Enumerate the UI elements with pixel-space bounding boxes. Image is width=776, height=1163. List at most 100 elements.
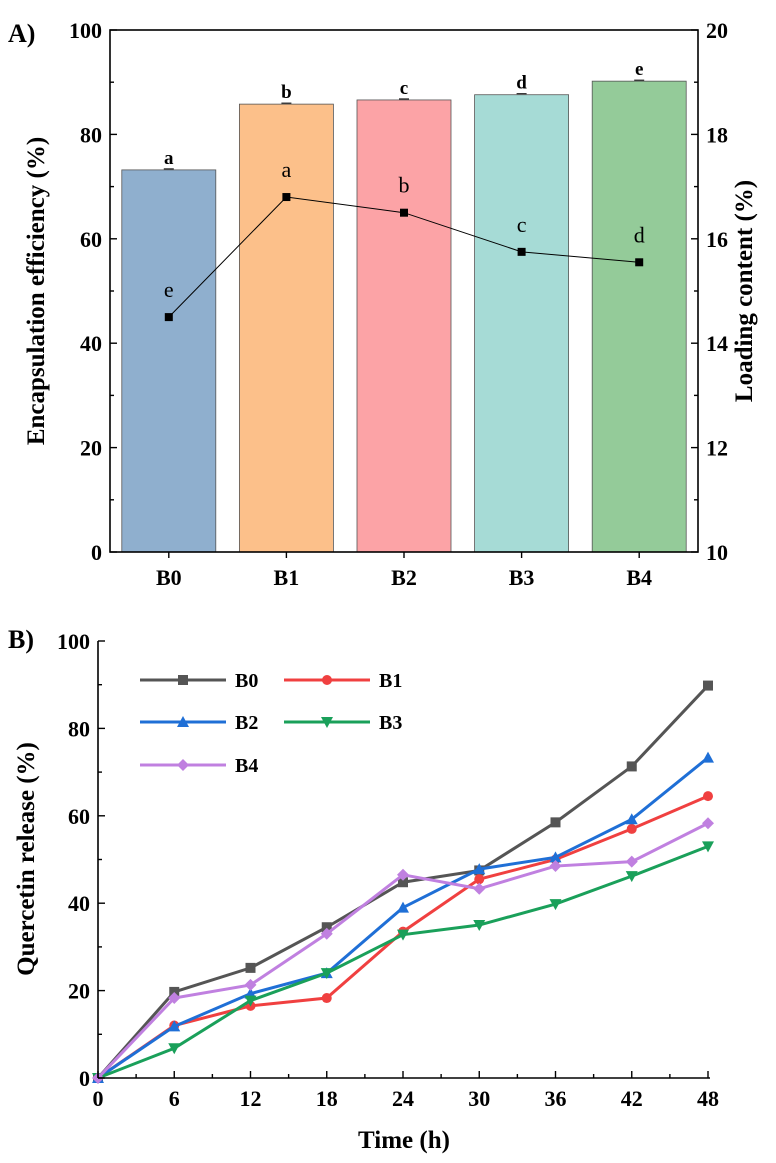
loading-letter-b0: e — [164, 277, 174, 302]
loading-letters-group: e a b c d — [164, 157, 645, 302]
series-b2 — [92, 751, 714, 1083]
point-b2-24 — [397, 901, 409, 913]
panel-a-right-axis-title: Loading content (%) — [731, 180, 758, 402]
panel-a-left-axis: 0 20 40 60 80 100 — [69, 18, 117, 565]
panel-a-label: A) — [8, 19, 35, 48]
legend-item-b3: B3 — [284, 712, 402, 734]
left-tick-label: 100 — [69, 18, 102, 43]
legend-label-b0: B0 — [235, 670, 258, 692]
right-tick-label: 16 — [706, 227, 728, 252]
point-b4-12 — [244, 978, 257, 991]
x-tick-label: 24 — [392, 1086, 414, 1111]
legend-marker-b3 — [321, 717, 333, 728]
bar-letter-b3: d — [516, 73, 527, 94]
bar-letter-b2: c — [400, 78, 408, 99]
point-b4-30 — [473, 882, 486, 895]
loading-point-b3 — [517, 247, 526, 256]
x-category-label-b0: B0 — [156, 565, 182, 590]
panel-b-x-axis: 0 6 12 18 24 30 36 42 48 — [93, 1071, 719, 1111]
legend-label-b4: B4 — [235, 755, 258, 777]
release-series-group — [92, 680, 714, 1084]
panel-b-x-axis-title: Time (h) — [358, 1127, 450, 1154]
panel-b-label: B) — [8, 625, 34, 654]
x-tick-label: 18 — [316, 1086, 338, 1111]
right-tick-label: 10 — [706, 540, 728, 565]
bar-b2 — [356, 99, 452, 553]
left-tick-label: 0 — [91, 540, 102, 565]
loading-letter-b4: d — [634, 222, 645, 247]
loading-letter-b1: a — [282, 157, 292, 182]
bar-letter-b0: a — [164, 148, 174, 169]
point-b2-42 — [625, 813, 638, 825]
point-b0-12 — [245, 962, 256, 973]
point-b4-36 — [549, 860, 562, 873]
point-b3-24 — [397, 929, 409, 941]
x-category-label-b2: B2 — [391, 565, 417, 590]
x-tick-label: 42 — [621, 1086, 643, 1111]
point-b1-48 — [703, 791, 713, 802]
point-b1-30 — [474, 874, 485, 885]
x-category-label-b3: B3 — [509, 565, 535, 590]
point-b1-18 — [321, 993, 332, 1004]
bar-b3 — [474, 94, 570, 553]
legend-item-b4: B4 — [140, 755, 258, 777]
x-tick-label: 30 — [468, 1086, 490, 1111]
legend-marker-b4 — [177, 759, 189, 771]
left-tick-label: 60 — [80, 227, 102, 252]
left-tick-label: 80 — [80, 122, 102, 147]
bars-group — [121, 79, 687, 553]
point-b0-6 — [169, 986, 180, 997]
legend: B0 B1 B2 B3 B4 — [140, 670, 402, 777]
right-tick-label: 18 — [706, 122, 728, 147]
legend-label-b1: B1 — [379, 670, 402, 692]
left-tick-label: 40 — [80, 331, 102, 356]
y-tick-label: 80 — [68, 716, 90, 741]
point-b4-18 — [320, 927, 333, 940]
panel-b-y-axis: 0 20 40 60 80 100 — [57, 629, 105, 1091]
panel-a-encapsulation-chart: A) a b c d e e a b c d 0 20 40 60 80 100 10 12 14 16 18 20… — [8, 18, 758, 590]
panel-b-y-axis-title: Quercetin release (%) — [13, 742, 40, 976]
point-b2-48 — [702, 751, 714, 763]
legend-marker-b2 — [177, 716, 189, 727]
bar-b4 — [591, 80, 687, 553]
panel-a-right-axis: 10 12 14 16 18 20 — [691, 18, 728, 565]
x-tick-label: 12 — [240, 1086, 262, 1111]
x-tick-label: 6 — [169, 1086, 180, 1111]
point-b3-6 — [168, 1043, 181, 1055]
loading-point-b0 — [164, 313, 173, 322]
y-tick-label: 60 — [68, 804, 90, 829]
loading-letter-b3: c — [517, 212, 527, 237]
loading-point-b2 — [400, 208, 408, 217]
y-tick-label: 0 — [79, 1066, 90, 1091]
bar-letter-b1: b — [281, 82, 292, 103]
legend-label-b3: B3 — [379, 712, 402, 734]
loading-point-b1 — [282, 193, 291, 202]
panel-a-x-axis: B0 B1 B2 B3 B4 — [156, 552, 652, 590]
point-b4-6 — [168, 992, 181, 1005]
right-tick-label: 20 — [706, 18, 728, 43]
legend-marker-b1 — [322, 675, 332, 685]
point-b4-24 — [397, 868, 409, 881]
point-b0-48 — [703, 680, 713, 691]
point-b3-18 — [320, 968, 333, 980]
point-b3-42 — [625, 871, 638, 883]
legend-label-b2: B2 — [235, 712, 258, 734]
right-tick-label: 14 — [706, 331, 728, 356]
point-b0-36 — [550, 817, 561, 828]
legend-item-b2: B2 — [140, 712, 258, 734]
point-b0-42 — [626, 761, 637, 772]
series-b4 — [92, 817, 714, 1084]
x-tick-label: 48 — [697, 1086, 719, 1111]
bar-letter-b4: e — [635, 59, 643, 80]
x-category-label-b1: B1 — [274, 565, 300, 590]
point-b4-42 — [625, 855, 638, 868]
bar-b0 — [121, 169, 217, 553]
series-line-b2 — [97, 756, 709, 1080]
bar-letters-group: a b c d e — [164, 59, 643, 169]
y-tick-label: 20 — [68, 979, 90, 1004]
point-b3-48 — [702, 841, 714, 853]
x-tick-label: 36 — [545, 1086, 567, 1111]
left-tick-label: 20 — [80, 436, 102, 461]
